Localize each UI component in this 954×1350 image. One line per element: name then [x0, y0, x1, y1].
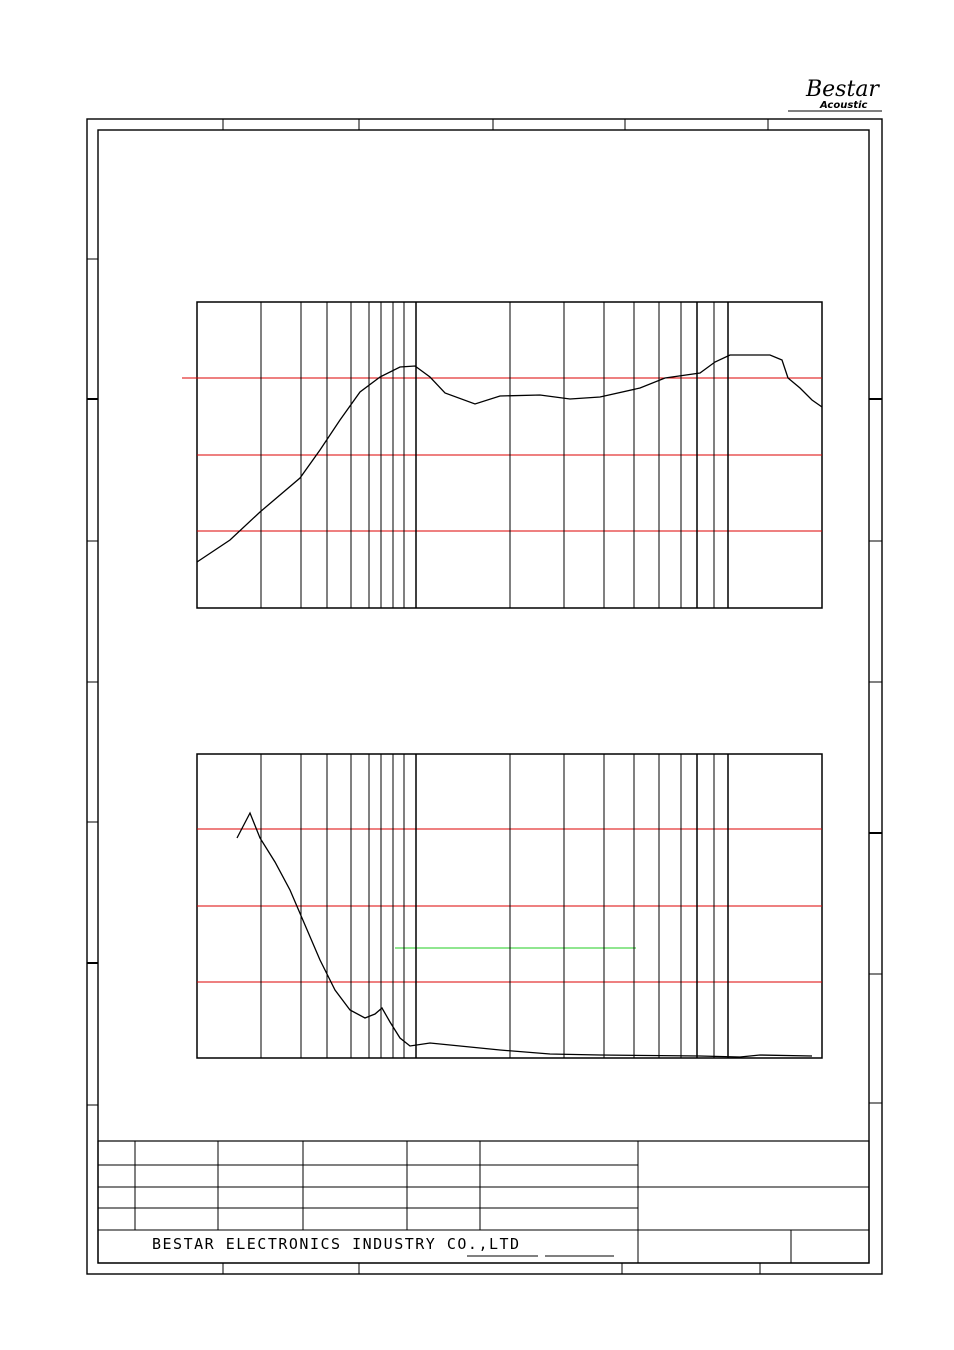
outer-frame [86, 118, 883, 1275]
border-ticks [87, 119, 882, 1274]
company-name: BESTAR ELECTRONICS INDUSTRY CO.,LTD [152, 1235, 521, 1253]
title-block-frame [97, 1140, 870, 1264]
distortion-chart [196, 753, 823, 1059]
title-block: BESTAR ELECTRONICS INDUSTRY CO.,LTD [97, 1140, 870, 1264]
response-curve [196, 354, 823, 563]
frequency-response-chart [182, 301, 823, 609]
title-block-lines [98, 1141, 869, 1263]
logo-sub: Acoustic [819, 100, 868, 111]
distortion-curve [236, 811, 813, 1058]
logo: Bestar [805, 77, 880, 102]
inner-frame [97, 129, 870, 1264]
